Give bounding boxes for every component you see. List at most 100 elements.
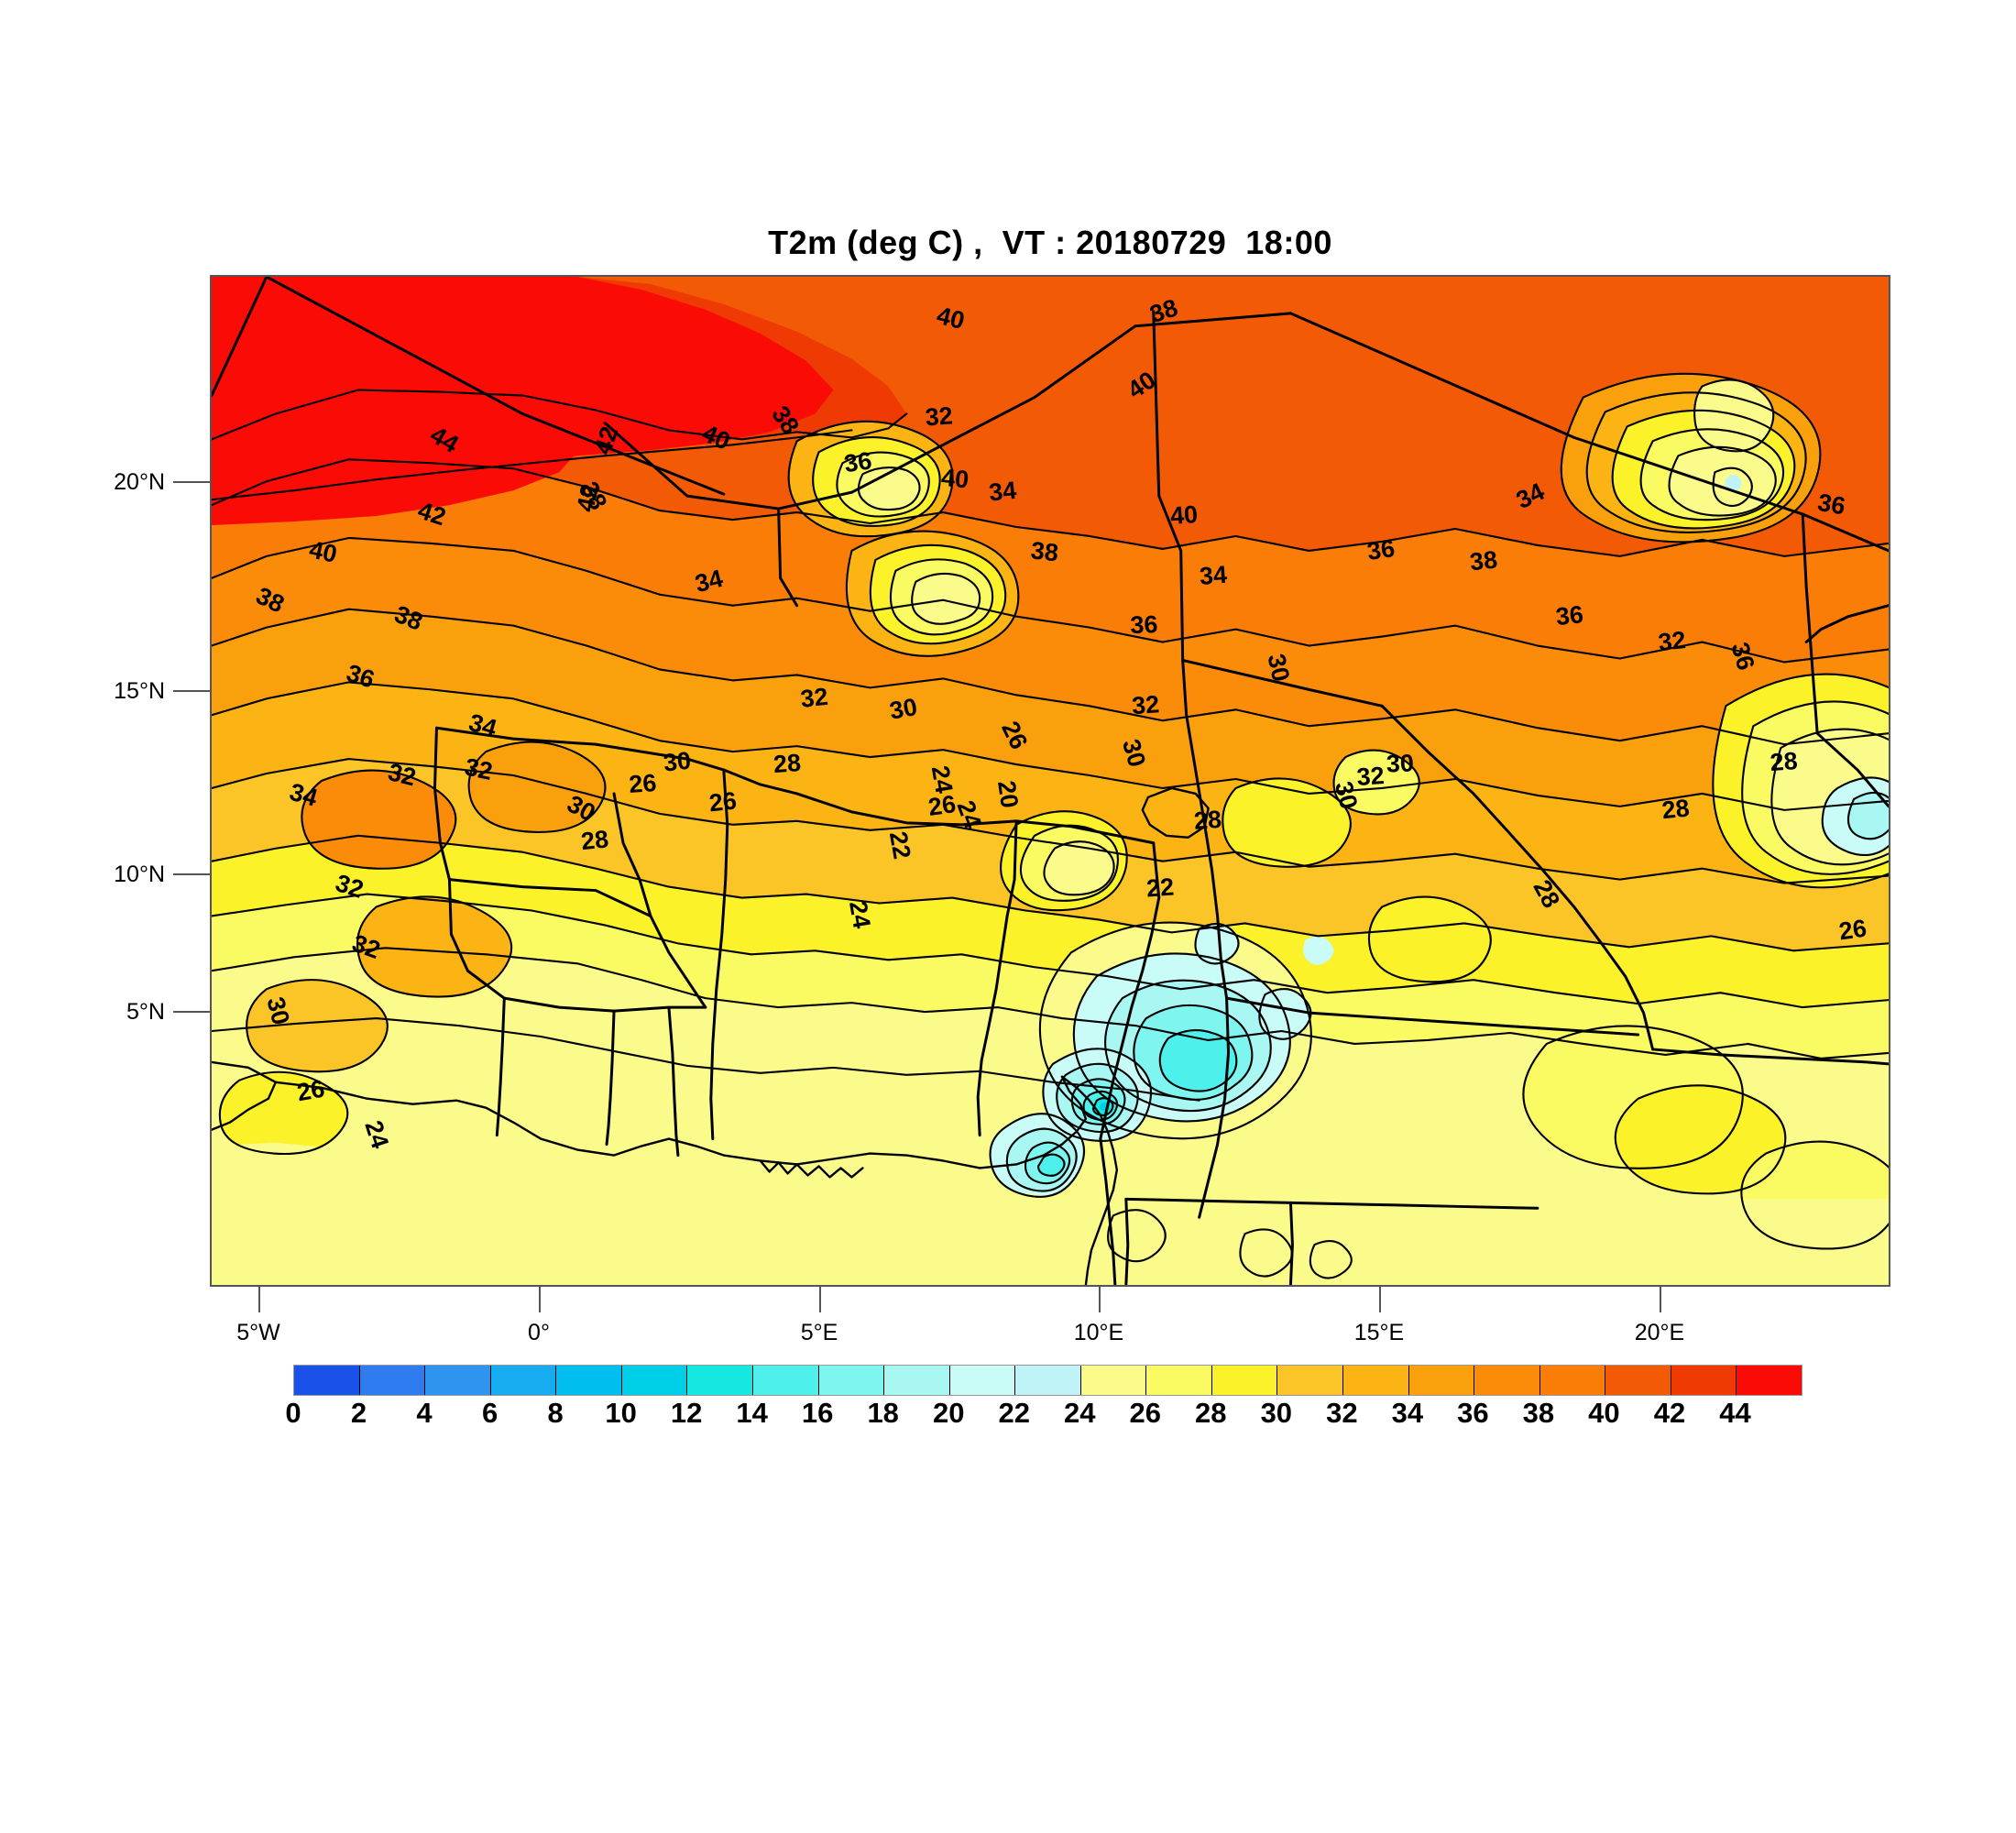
svg-text:30: 30 [887, 693, 919, 725]
colorbar-tick-label: 24 [1064, 1397, 1096, 1429]
svg-text:32: 32 [1356, 762, 1386, 791]
ytick-20n [173, 481, 210, 483]
colorbar-tick-label: 38 [1522, 1397, 1555, 1429]
colorbar-tick-label: 20 [932, 1397, 965, 1429]
colorbar-swatch [294, 1366, 360, 1395]
svg-text:28: 28 [1769, 747, 1799, 776]
temperature-contour-map: 44 42 42 42 40 40 40 40 40 40 38 38 38 3… [212, 277, 1889, 1285]
temperature-colorbar[interactable] [293, 1365, 1802, 1396]
svg-text:26: 26 [295, 1075, 327, 1107]
svg-text:38: 38 [1029, 536, 1059, 566]
colorbar-swatch [1343, 1366, 1409, 1395]
svg-text:24: 24 [844, 899, 876, 931]
colorbar-swatch [1737, 1366, 1802, 1395]
colorbar-swatch [425, 1366, 491, 1395]
svg-text:32: 32 [386, 758, 419, 791]
svg-text:34: 34 [692, 565, 725, 598]
colorbar-swatch [1408, 1366, 1475, 1395]
colorbar-tick-label: 32 [1326, 1397, 1358, 1429]
svg-text:40: 40 [940, 464, 970, 494]
svg-text:30: 30 [1330, 779, 1363, 812]
ytick-10n [173, 873, 210, 875]
colorbar-swatch [1474, 1366, 1540, 1395]
colorbar-tick-label: 40 [1588, 1397, 1620, 1429]
xtick-label-20e: 20°E [1634, 1320, 1685, 1345]
xtick-20e [1660, 1287, 1661, 1312]
svg-text:30: 30 [261, 994, 294, 1027]
colorbar-swatch [1080, 1366, 1147, 1395]
colorbar-swatch [1146, 1366, 1212, 1395]
ytick-label-20n: 20°N [114, 469, 165, 495]
xtick-label-5w: 5°W [236, 1320, 280, 1345]
svg-text:26: 26 [628, 769, 657, 798]
svg-text:30: 30 [662, 747, 692, 777]
svg-text:22: 22 [884, 829, 916, 862]
colorbar-swatch [490, 1366, 557, 1395]
svg-text:40: 40 [934, 302, 967, 335]
ytick-5n [173, 1011, 210, 1013]
chart-title: T2m (deg C) , VT : 20180729 18:00 [768, 224, 1332, 261]
colorbar-swatch [1605, 1366, 1671, 1395]
colorbar-tick-label: 6 [481, 1397, 499, 1429]
colorbar-swatch [1015, 1366, 1081, 1395]
colorbar-swatch [556, 1366, 622, 1395]
xtick-label-10e: 10°E [1073, 1320, 1124, 1345]
svg-text:32: 32 [462, 752, 495, 785]
colorbar-tick-label: 14 [736, 1397, 768, 1429]
svg-text:26: 26 [707, 786, 738, 817]
svg-text:30: 30 [1386, 750, 1414, 778]
svg-text:32: 32 [1131, 690, 1160, 719]
svg-text:38: 38 [1469, 545, 1499, 576]
svg-text:42: 42 [571, 481, 604, 513]
colorbar-swatch [818, 1366, 885, 1395]
ytick-label-5n: 5°N [126, 999, 165, 1025]
svg-text:24: 24 [926, 763, 959, 796]
svg-text:28: 28 [1193, 806, 1222, 835]
colorbar-tick-label: 18 [867, 1397, 899, 1429]
xtick-10e [1099, 1287, 1101, 1312]
colorbar-tick-label: 36 [1457, 1397, 1489, 1429]
svg-text:40: 40 [1169, 500, 1199, 530]
svg-text:26: 26 [926, 790, 958, 821]
colorbar-tick-label: 2 [350, 1397, 367, 1429]
colorbar-tick-label: 34 [1391, 1397, 1424, 1429]
svg-text:36: 36 [1365, 534, 1397, 565]
svg-text:36: 36 [842, 446, 873, 477]
xtick-label-5e: 5°E [800, 1320, 838, 1345]
colorbar-swatch [1277, 1366, 1343, 1395]
colorbar-swatch [621, 1366, 688, 1395]
colorbar-swatch [752, 1366, 819, 1395]
colorbar-swatch [1539, 1366, 1606, 1395]
xtick-15e [1379, 1287, 1381, 1312]
svg-text:40: 40 [307, 535, 340, 568]
ytick-15n [173, 690, 210, 692]
colorbar-tick-label: 10 [605, 1397, 637, 1429]
svg-text:36: 36 [1130, 610, 1158, 639]
svg-text:28: 28 [772, 749, 802, 778]
xtick-0 [539, 1287, 541, 1312]
colorbar-tick-label: 28 [1195, 1397, 1227, 1429]
colorbar-tick-labels: 0 2 4 6 8 10 12 14 16 18 20 22 24 26 28 30 32 34 36 38 40 42 4… [285, 1397, 1801, 1437]
svg-text:34: 34 [1199, 561, 1228, 590]
colorbar-swatch [884, 1366, 950, 1395]
colorbar-tick-label: 0 [285, 1397, 301, 1429]
svg-text:28: 28 [1660, 794, 1691, 824]
colorbar-tick-label: 26 [1129, 1397, 1162, 1429]
ytick-label-15n: 15°N [114, 678, 165, 704]
colorbar-tick-label: 16 [801, 1397, 834, 1429]
colorbar-tick-label: 30 [1260, 1397, 1293, 1429]
svg-text:36: 36 [1815, 488, 1847, 521]
map-plot-area[interactable]: 44 42 42 42 40 40 40 40 40 40 38 38 38 3… [210, 275, 1890, 1287]
colorbar-tick-label: 42 [1653, 1397, 1686, 1429]
colorbar-swatch [1671, 1366, 1737, 1395]
svg-text:20: 20 [992, 779, 1024, 810]
colorbar-tick-label: 44 [1719, 1397, 1751, 1429]
svg-text:28: 28 [580, 825, 610, 855]
colorbar-swatch [359, 1366, 426, 1395]
xtick-5w [258, 1287, 260, 1312]
colorbar-tick-label: 12 [670, 1397, 703, 1429]
svg-text:32: 32 [925, 401, 954, 431]
colorbar-swatch [1211, 1366, 1278, 1395]
svg-text:32: 32 [1657, 626, 1687, 656]
